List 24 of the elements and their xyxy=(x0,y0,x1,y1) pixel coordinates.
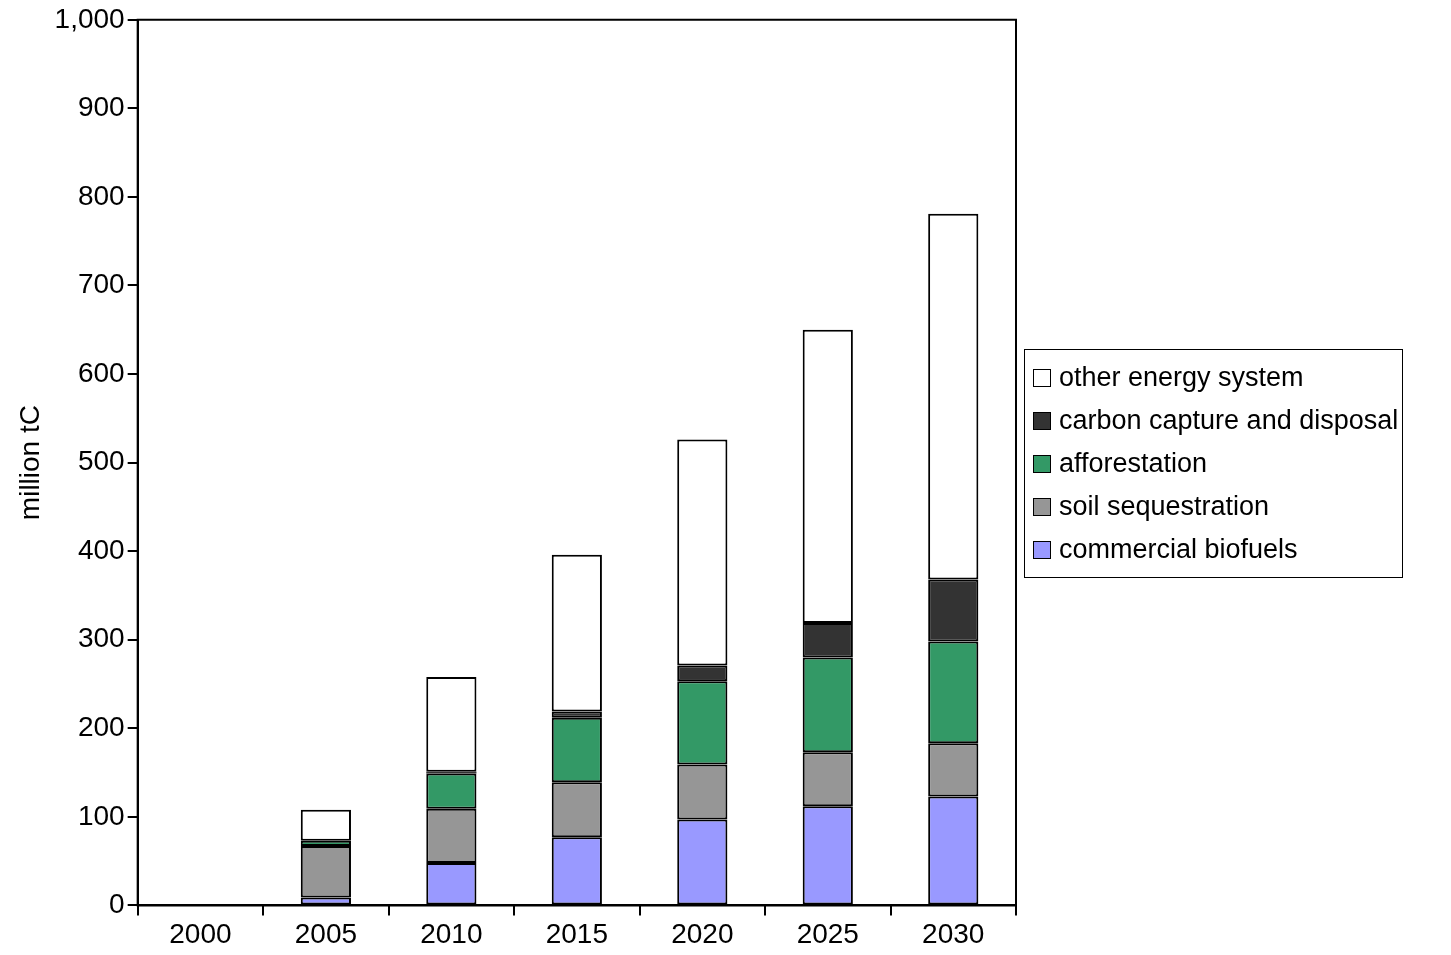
y-tick-label: 0 xyxy=(109,888,125,920)
legend-label: soil sequestration xyxy=(1059,491,1270,522)
y-tick-label: 500 xyxy=(77,445,125,477)
y-tick-label: 900 xyxy=(77,91,125,123)
x-tick-label: 2025 xyxy=(796,917,859,949)
y-tick-label: 600 xyxy=(77,356,125,388)
y-tick-label: 800 xyxy=(77,179,125,211)
legend-label: commercial biofuels xyxy=(1059,534,1298,565)
text: other energy system xyxy=(1059,362,1304,393)
x-tick-label: 2020 xyxy=(671,917,734,949)
x-tick-label: 2000 xyxy=(169,917,232,949)
legend-label: afforestation xyxy=(1059,448,1208,479)
y-tick-label: 1,000 xyxy=(54,2,125,34)
x-tick-label: 2005 xyxy=(294,917,358,949)
y-tick-label: 400 xyxy=(77,533,125,565)
x-tick-label: 2015 xyxy=(545,917,608,949)
y-tick-label: 300 xyxy=(77,622,125,654)
legend-label: carbon capture and disposal xyxy=(1059,405,1399,436)
y-tick-label: 700 xyxy=(77,268,125,300)
x-tick-label: 2010 xyxy=(420,917,483,949)
y-axis-title: million tC xyxy=(13,405,45,521)
y-tick-label: 100 xyxy=(77,799,125,831)
x-tick-label: 2030 xyxy=(922,917,985,949)
y-tick-label: 200 xyxy=(77,711,125,742)
